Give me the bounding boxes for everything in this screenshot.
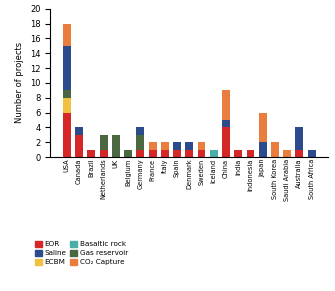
Bar xyxy=(63,113,71,157)
Bar xyxy=(295,150,304,157)
Bar xyxy=(124,150,132,157)
Bar xyxy=(222,90,230,120)
Bar xyxy=(63,46,71,90)
Bar xyxy=(259,113,267,142)
Bar xyxy=(198,150,205,157)
Bar xyxy=(136,127,144,135)
Bar xyxy=(247,150,255,157)
Bar xyxy=(271,142,279,157)
Bar xyxy=(75,127,83,135)
Bar xyxy=(63,98,71,113)
Bar xyxy=(99,135,108,150)
Bar xyxy=(234,150,242,157)
Bar xyxy=(222,120,230,127)
Bar xyxy=(173,142,181,150)
Bar xyxy=(136,135,144,150)
Legend: EOR, Saline, ECBM, Basaltic rock, Gas reservoir, CO₂ Capture: EOR, Saline, ECBM, Basaltic rock, Gas re… xyxy=(31,238,131,268)
Bar xyxy=(185,142,193,150)
Bar xyxy=(198,142,205,150)
Bar xyxy=(308,150,316,157)
Bar xyxy=(259,142,267,157)
Bar xyxy=(185,150,193,157)
Bar xyxy=(149,150,156,157)
Bar xyxy=(161,150,169,157)
Bar xyxy=(87,150,95,157)
Bar xyxy=(112,135,120,157)
Bar xyxy=(222,127,230,157)
Bar xyxy=(63,24,71,46)
Bar xyxy=(75,135,83,157)
Bar xyxy=(99,150,108,157)
Bar xyxy=(149,142,156,150)
Bar xyxy=(63,90,71,98)
Y-axis label: Number of projects: Number of projects xyxy=(15,42,24,123)
Bar xyxy=(136,150,144,157)
Bar xyxy=(210,150,218,157)
Bar xyxy=(161,142,169,150)
Bar xyxy=(173,150,181,157)
Bar xyxy=(295,127,304,150)
Bar xyxy=(283,150,291,157)
